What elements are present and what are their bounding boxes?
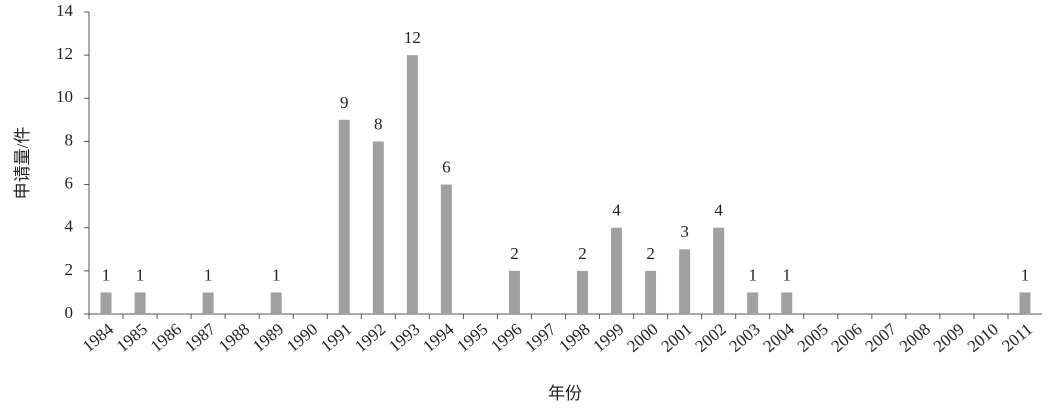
data-label: 4 bbox=[714, 201, 723, 220]
x-tick-label: 1984 bbox=[79, 319, 118, 356]
x-tick-label: 1991 bbox=[317, 320, 355, 356]
y-tick-label: 14 bbox=[56, 1, 74, 20]
y-tick-label: 8 bbox=[65, 130, 74, 149]
data-label: 2 bbox=[578, 244, 587, 263]
x-tick-label: 2010 bbox=[964, 320, 1002, 356]
x-tick-label: 2005 bbox=[794, 320, 832, 356]
bar bbox=[338, 119, 350, 314]
data-label: 12 bbox=[404, 28, 421, 47]
x-tick-label: 1987 bbox=[181, 319, 220, 356]
y-tick-label: 6 bbox=[65, 173, 74, 192]
data-label: 1 bbox=[204, 265, 213, 284]
y-axis-title: 申请量/件 bbox=[13, 127, 32, 200]
x-axis-title: 年份 bbox=[548, 384, 582, 403]
y-tick-label: 2 bbox=[65, 260, 74, 279]
bar bbox=[202, 292, 214, 314]
bar bbox=[134, 292, 146, 314]
x-tick-label: 2001 bbox=[657, 320, 695, 356]
data-label: 1 bbox=[1021, 265, 1030, 284]
bar bbox=[440, 184, 452, 314]
x-tick-label: 2004 bbox=[760, 319, 799, 356]
bar bbox=[372, 141, 384, 314]
x-tick-label: 1992 bbox=[351, 320, 389, 356]
data-label: 1 bbox=[782, 265, 791, 284]
data-label: 1 bbox=[102, 265, 111, 284]
data-label: 2 bbox=[646, 244, 655, 263]
bar bbox=[1019, 292, 1031, 314]
x-tick-label: 2011 bbox=[998, 320, 1036, 356]
data-label: 3 bbox=[680, 222, 689, 241]
bar bbox=[406, 55, 418, 315]
x-tick-label: 1995 bbox=[453, 320, 491, 356]
x-tick-label: 1993 bbox=[385, 320, 423, 356]
x-tick-label: 2000 bbox=[623, 320, 661, 356]
bar bbox=[645, 270, 657, 314]
x-tick-label: 1996 bbox=[487, 320, 525, 356]
bar bbox=[270, 292, 282, 314]
bar bbox=[747, 292, 759, 314]
x-tick-label: 1999 bbox=[589, 320, 627, 356]
x-tick-label: 2007 bbox=[862, 319, 901, 356]
x-tick-label: 1988 bbox=[215, 320, 253, 356]
y-tick-label: 10 bbox=[56, 87, 73, 106]
y-tick-label: 4 bbox=[65, 217, 74, 236]
data-label: 1 bbox=[272, 265, 281, 284]
bar bbox=[577, 270, 589, 314]
x-tick-label: 2003 bbox=[726, 320, 764, 356]
bar bbox=[611, 227, 623, 314]
data-label: 8 bbox=[374, 114, 383, 133]
data-label: 2 bbox=[510, 244, 519, 263]
x-tick-label: 2008 bbox=[896, 320, 934, 356]
bar bbox=[508, 270, 520, 314]
x-tick-label: 1998 bbox=[555, 320, 593, 356]
bar bbox=[713, 227, 725, 314]
x-tick-label: 1989 bbox=[249, 320, 287, 356]
bar bbox=[781, 292, 793, 314]
data-label: 1 bbox=[748, 265, 757, 284]
bar bbox=[679, 249, 691, 314]
bar bbox=[100, 292, 112, 314]
x-tick-label: 2009 bbox=[930, 320, 968, 356]
data-label: 9 bbox=[340, 93, 349, 112]
x-tick-label: 1985 bbox=[113, 320, 151, 356]
x-tick-label: 2002 bbox=[691, 320, 729, 356]
x-tick-label: 1994 bbox=[419, 319, 458, 356]
data-label: 6 bbox=[442, 157, 451, 176]
y-tick-label: 12 bbox=[56, 44, 73, 63]
data-label: 4 bbox=[612, 201, 621, 220]
y-tick-label: 0 bbox=[65, 303, 74, 322]
x-tick-label: 2006 bbox=[828, 320, 866, 356]
x-tick-label: 1997 bbox=[521, 319, 560, 356]
x-tick-label: 1986 bbox=[147, 320, 185, 356]
data-label: 1 bbox=[136, 265, 145, 284]
x-tick-label: 1990 bbox=[283, 320, 321, 356]
